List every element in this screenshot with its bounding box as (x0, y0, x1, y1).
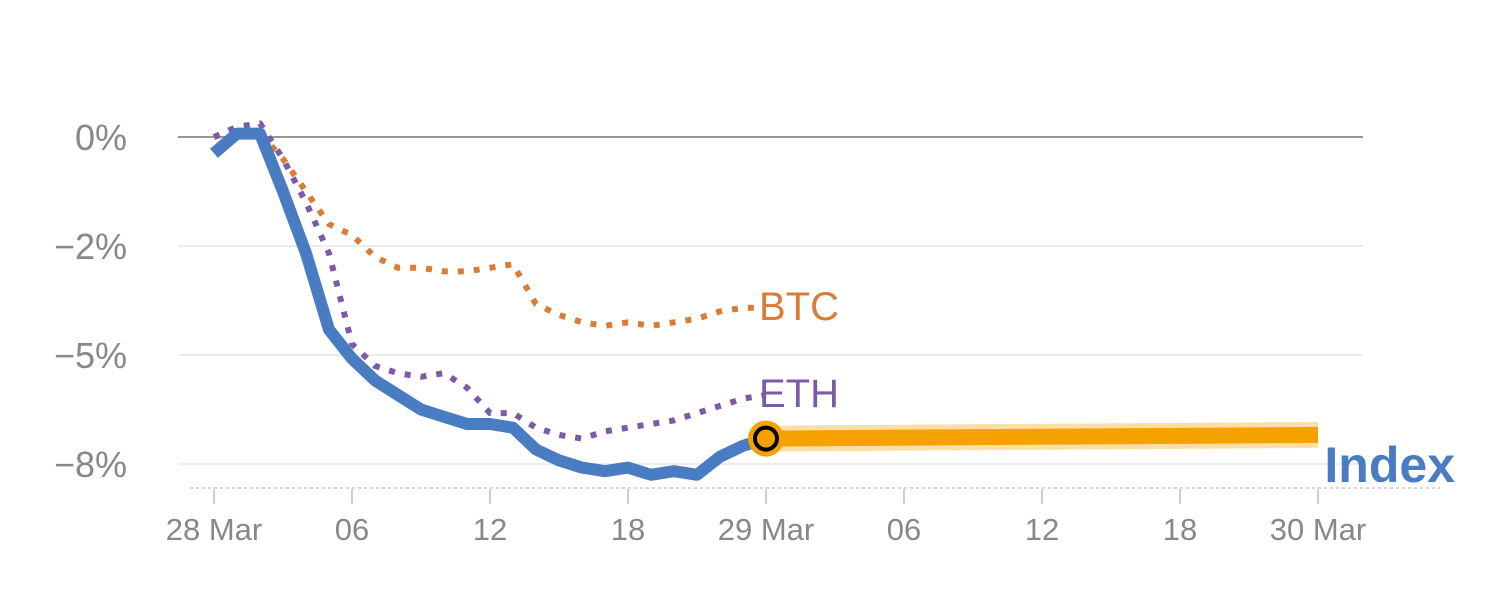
btc-label: BTC (759, 285, 839, 329)
x-tick-label: 30 Mar (1270, 512, 1366, 547)
grid (178, 136, 1440, 489)
x-tick-label: 06 (887, 512, 921, 547)
x-axis-ticks: 28 Mar 06 12 18 29 Mar 06 12 18 30 Mar (166, 489, 1366, 547)
y-tick-label: 0% (75, 117, 127, 158)
index-line (210, 127, 768, 481)
btc-line (213, 127, 766, 329)
x-tick-label: 29 Mar (718, 512, 814, 547)
y-axis-ticks: 0% −2% −5% −8% (54, 117, 127, 485)
y-tick-label: −5% (54, 335, 127, 376)
index-label: Index (1324, 437, 1455, 493)
eth-label: ETH (759, 372, 839, 416)
y-tick-label: −2% (54, 226, 127, 267)
x-tick-label: 12 (1025, 512, 1059, 547)
series-lines (210, 120, 1319, 481)
x-tick-label: 18 (611, 512, 645, 547)
y-tick-label: −8% (54, 444, 127, 485)
eth-line (212, 120, 767, 442)
x-tick-label: 18 (1163, 512, 1197, 547)
x-tick-label: 28 Mar (166, 512, 262, 547)
projection-line (765, 426, 1319, 447)
current-marker (753, 425, 779, 452)
series-labels: BTC ETH Index (759, 285, 1455, 493)
x-tick-label: 06 (335, 512, 369, 547)
x-tick-label: 12 (473, 512, 507, 547)
